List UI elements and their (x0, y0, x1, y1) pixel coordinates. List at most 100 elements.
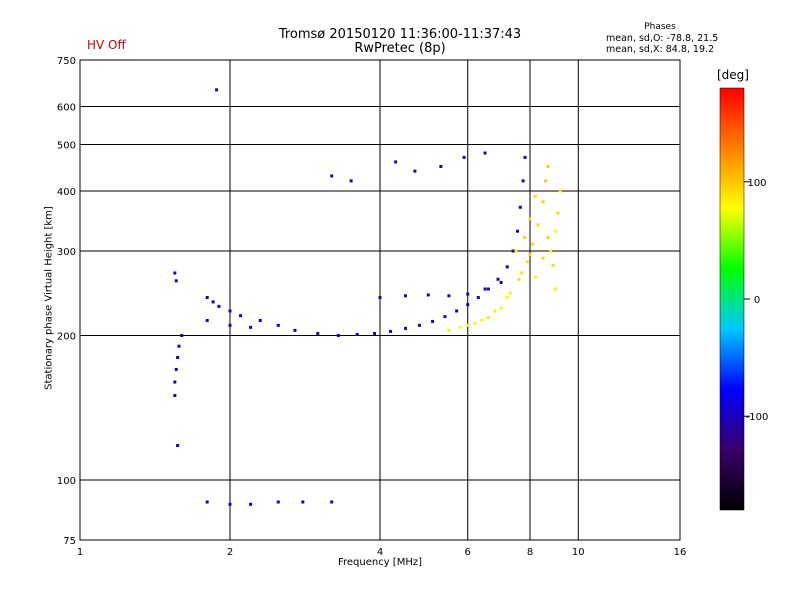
data-point-o (394, 160, 398, 164)
data-point-o (447, 294, 451, 298)
x-tick-label: 2 (227, 547, 233, 558)
data-point-o (173, 380, 177, 384)
data-point-x (486, 316, 490, 320)
data-point-o (205, 296, 209, 300)
data-point-x (525, 260, 529, 264)
data-point-x (514, 249, 518, 253)
data-point-o (417, 323, 421, 327)
data-point-o (228, 323, 232, 327)
y-tick-label: 100 (57, 476, 76, 487)
x-tick-label: 10 (572, 547, 585, 558)
data-point-o (258, 318, 262, 322)
data-point-x (517, 277, 521, 281)
data-point-x (466, 323, 470, 327)
data-point-x (520, 271, 524, 275)
data-point-x (447, 328, 451, 332)
chart-title-line2: RwPretec (8p) (354, 41, 446, 56)
phases-heading: Phases (644, 22, 676, 32)
data-point-x (480, 318, 484, 322)
data-point-o (176, 444, 180, 448)
data-point-o (349, 179, 353, 183)
data-point-x (458, 325, 462, 329)
data-point-o (486, 287, 490, 291)
data-point-o (173, 271, 177, 275)
data-point-o (455, 309, 459, 313)
y-axis-ticks: 75 100 200 300 400 500 600 750 (57, 56, 76, 547)
data-point-o (180, 334, 184, 338)
scatter-points (173, 88, 562, 506)
x-axis-label: Frequency [MHz] (337, 557, 423, 568)
data-point-o (523, 155, 527, 159)
data-point-o (228, 502, 232, 506)
data-point-o (413, 169, 417, 173)
data-point-o (217, 304, 221, 308)
data-point-o (499, 280, 503, 284)
colorbar-unit-label: [deg] (717, 68, 749, 82)
data-point-o (466, 292, 470, 296)
data-point-o (276, 323, 280, 327)
x-tick-label: 6 (465, 547, 471, 558)
data-point-o (373, 331, 377, 335)
y-tick-label: 500 (57, 141, 76, 152)
x-axis-ticks: 1 2 4 6 8 10 16 (77, 547, 687, 558)
y-tick-label: 750 (57, 56, 76, 67)
hv-status-label: HV Off (87, 38, 126, 52)
data-point-x (533, 275, 537, 279)
phases-x-stats: mean, sd,X: 84.8, 19.2 (606, 44, 715, 55)
data-point-x (551, 263, 555, 267)
data-point-x (549, 249, 553, 253)
data-point-o (403, 326, 407, 330)
data-point-x (493, 309, 497, 313)
data-point-o (336, 334, 340, 338)
data-point-o (462, 155, 466, 159)
data-point-o (173, 394, 177, 398)
data-point-o (496, 277, 500, 281)
colorbar-tick-label: 100 (747, 178, 766, 189)
data-point-o (249, 502, 253, 506)
x-tick-label: 1 (77, 547, 83, 558)
data-point-x (528, 253, 532, 257)
data-point-o (316, 331, 320, 335)
data-point-x (546, 164, 550, 168)
data-point-o (205, 318, 209, 322)
data-point-o (249, 325, 253, 329)
phases-o-stats: mean, sd,O: -78.8, 21.5 (606, 33, 719, 44)
colorbar (719, 87, 745, 511)
data-point-x (541, 200, 545, 204)
x-tick-label: 8 (527, 547, 533, 558)
data-point-x (546, 236, 550, 240)
data-point-o (476, 296, 480, 300)
data-point-o (174, 279, 178, 283)
data-point-x (544, 179, 548, 183)
data-point-o (378, 296, 382, 300)
data-point-o (293, 328, 297, 332)
data-point-x (523, 236, 527, 240)
y-tick-label: 200 (57, 332, 76, 343)
data-point-x (536, 223, 540, 227)
data-point-o (228, 309, 232, 313)
data-point-o (205, 500, 209, 504)
data-point-o (505, 265, 509, 269)
data-point-x (531, 242, 535, 246)
data-point-o (174, 367, 178, 371)
data-point-o (426, 293, 430, 297)
data-point-o (330, 174, 334, 178)
colorbar-ticks: 100 0 -100 (744, 178, 768, 423)
x-tick-label: 16 (674, 547, 687, 558)
data-point-o (431, 319, 435, 323)
data-point-o (483, 287, 487, 291)
x-tick-label: 4 (377, 547, 383, 558)
data-point-o (521, 179, 525, 183)
data-point-x (528, 217, 532, 221)
data-point-o (211, 300, 215, 304)
chart-title-line1: Tromsø 20150120 11:36:00-11:37:43 (278, 27, 522, 42)
data-point-o (511, 249, 515, 253)
data-point-x (499, 306, 503, 310)
data-point-o (518, 205, 522, 209)
y-tick-label: 75 (63, 536, 76, 547)
data-point-o (215, 88, 219, 92)
data-point-x (473, 321, 477, 325)
data-point-o (466, 303, 470, 307)
y-tick-label: 300 (57, 247, 76, 258)
